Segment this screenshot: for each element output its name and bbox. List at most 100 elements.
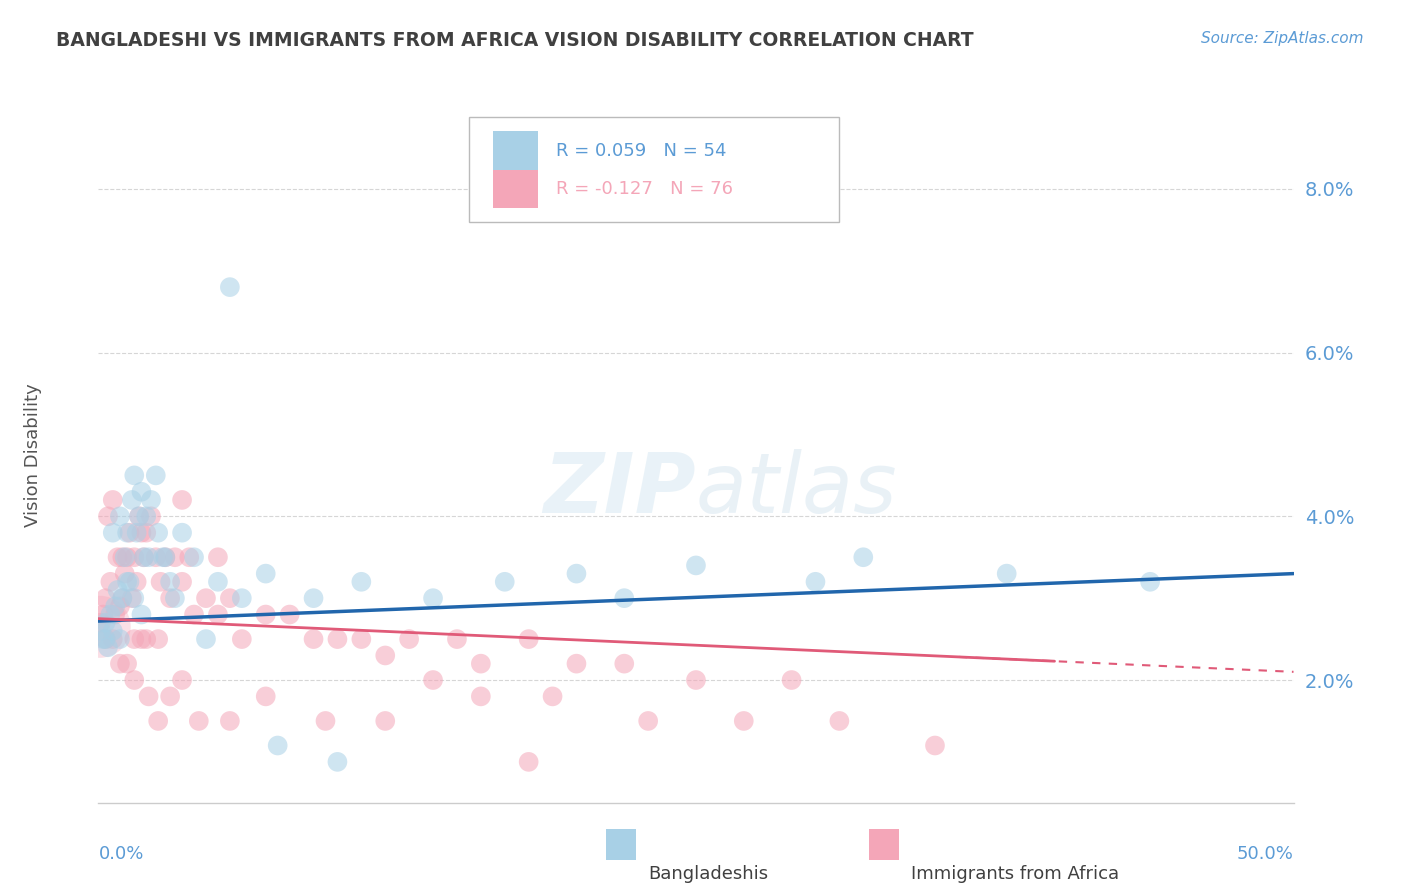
Point (125, 525, 148, 540)
Point (172, 673, 194, 687)
Point (159, 591, 181, 606)
Point (132, 550, 155, 565)
Point (111, 591, 134, 606)
Point (108, 509, 131, 524)
Point (159, 690, 181, 704)
Point (254, 566, 277, 581)
Point (139, 509, 162, 524)
Point (172, 492, 194, 507)
Point (124, 673, 146, 687)
Point (685, 558, 707, 573)
Point (302, 591, 325, 606)
Point (207, 574, 229, 589)
Point (91, 632, 114, 646)
FancyBboxPatch shape (869, 829, 900, 860)
Point (326, 755, 349, 769)
Point (101, 632, 124, 646)
Point (254, 690, 277, 704)
Point (132, 550, 155, 565)
Point (131, 632, 153, 646)
Point (111, 591, 134, 606)
Point (1139, 574, 1161, 589)
Point (207, 550, 229, 565)
Point (541, 690, 564, 704)
Text: Immigrants from Africa: Immigrants from Africa (911, 865, 1119, 883)
Point (565, 657, 588, 671)
Point (172, 574, 194, 589)
Point (470, 657, 492, 671)
Point (398, 632, 420, 646)
Point (148, 632, 170, 646)
Text: atlas: atlas (696, 450, 897, 530)
Text: Source: ZipAtlas.com: Source: ZipAtlas.com (1201, 31, 1364, 46)
Point (131, 607, 153, 622)
Point (187, 714, 209, 728)
Point (163, 550, 186, 565)
Point (172, 525, 194, 540)
FancyBboxPatch shape (606, 829, 637, 860)
Point (995, 566, 1018, 581)
Point (89, 620, 111, 634)
Point (183, 550, 205, 565)
Point (828, 714, 851, 728)
Point (685, 673, 707, 687)
Point (125, 574, 148, 589)
Point (135, 632, 157, 646)
Point (148, 714, 170, 728)
Point (494, 574, 516, 589)
Point (104, 607, 127, 622)
Text: Vision Disability: Vision Disability (24, 383, 42, 527)
Point (124, 591, 146, 606)
Point (145, 468, 167, 483)
Point (94, 591, 117, 606)
Point (124, 550, 146, 565)
Point (219, 714, 242, 728)
Point (108, 657, 131, 671)
Point (121, 492, 143, 507)
Point (98, 574, 122, 589)
Point (91, 607, 114, 622)
Point (231, 591, 253, 606)
Point (219, 280, 242, 294)
Point (155, 550, 177, 565)
Point (138, 550, 160, 565)
Point (613, 591, 636, 606)
Point (111, 550, 134, 565)
Point (302, 632, 325, 646)
Point (128, 509, 150, 524)
Point (128, 509, 150, 524)
Point (145, 550, 167, 565)
Point (517, 755, 540, 769)
Point (115, 657, 138, 671)
Point (267, 739, 290, 753)
Point (278, 607, 301, 622)
Point (94, 632, 117, 646)
Point (114, 550, 136, 565)
Point (924, 739, 946, 753)
Point (135, 525, 157, 540)
Point (98, 607, 122, 622)
Point (107, 582, 129, 597)
Point (326, 632, 349, 646)
Point (148, 525, 170, 540)
Point (733, 714, 755, 728)
Point (780, 673, 803, 687)
Text: 0.0%: 0.0% (98, 845, 143, 863)
Point (124, 632, 146, 646)
Point (115, 550, 138, 565)
Point (135, 509, 157, 524)
Point (517, 632, 540, 646)
Point (155, 550, 177, 565)
Point (108, 599, 131, 614)
Point (315, 714, 337, 728)
Point (139, 492, 162, 507)
Point (90, 624, 112, 638)
Point (159, 574, 181, 589)
Point (131, 525, 153, 540)
Point (115, 574, 138, 589)
Point (94, 632, 117, 646)
Point (565, 566, 588, 581)
Point (350, 632, 373, 646)
Text: Bangladeshis: Bangladeshis (648, 865, 768, 883)
Point (219, 591, 242, 606)
